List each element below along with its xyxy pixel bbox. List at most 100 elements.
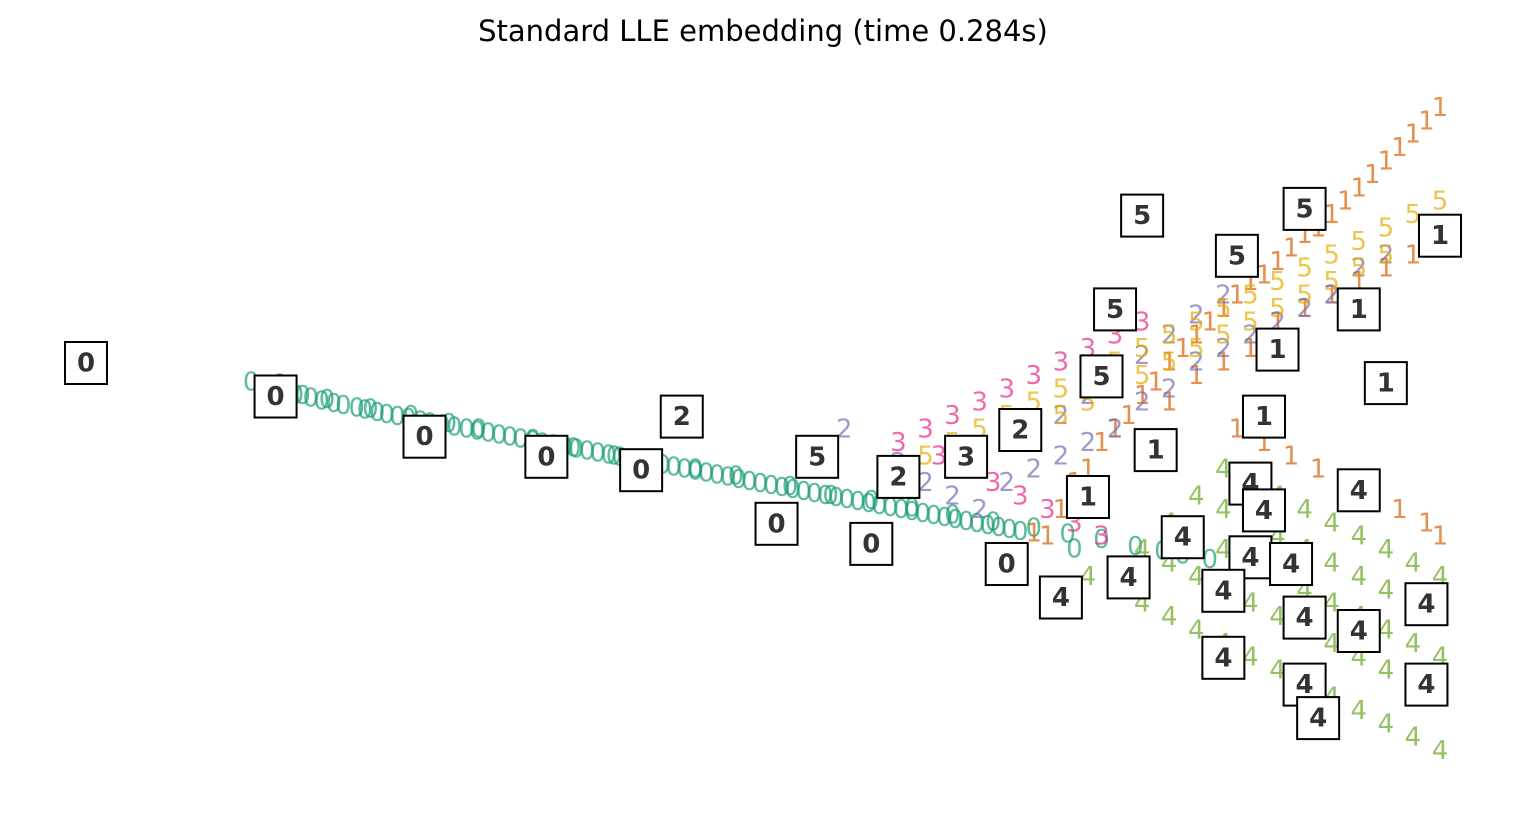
digit-point-0: 0 <box>458 415 475 445</box>
digit-point-2: 2 <box>1350 254 1367 284</box>
digit-point-0: 0 <box>600 441 617 471</box>
thumbnail-frame <box>1418 213 1462 258</box>
digit-point-0: 0 <box>294 381 311 411</box>
thumbnail-digit: 1 <box>1268 335 1286 365</box>
digit-point-0: 0 <box>1001 515 1018 545</box>
thumbnail-frame <box>876 454 921 499</box>
thumbnail-frame <box>1241 394 1286 439</box>
digit-point-0: 0 <box>568 435 585 465</box>
thumbnail-frame <box>795 434 840 479</box>
digit-point-1: 1 <box>1188 361 1205 391</box>
digit-point-0: 0 <box>979 511 996 541</box>
thumbnail-frame <box>1201 635 1246 680</box>
digit-point-0: 0 <box>1026 514 1043 544</box>
digit-point-3: 3 <box>1053 348 1070 378</box>
digit-thumbnail: 1 <box>1133 428 1178 473</box>
digit-point-4: 4 <box>1323 629 1340 659</box>
digit-point-5: 5 <box>1053 401 1070 431</box>
digit-thumbnail: 1 <box>1065 475 1110 519</box>
digit-point-5: 5 <box>1269 267 1286 297</box>
digit-point-0: 0 <box>990 513 1007 543</box>
thumbnail-digit: 4 <box>1214 576 1232 606</box>
digit-point-4: 4 <box>1215 495 1232 525</box>
digit-point-0: 0 <box>860 489 877 519</box>
digit-point-4: 4 <box>1378 535 1395 565</box>
digit-point-4: 4 <box>1378 616 1395 646</box>
thumbnail-digit: 4 <box>1296 670 1314 700</box>
digit-thumbnail: 1 <box>1336 287 1381 332</box>
digit-point-5: 5 <box>1215 321 1232 351</box>
digit-point-1: 1 <box>1174 334 1191 364</box>
thumbnail-digit: 4 <box>1350 617 1368 647</box>
digit-point-0: 0 <box>313 386 330 416</box>
thumbnail-digit: 1 <box>1377 369 1395 399</box>
digit-point-2: 2 <box>1188 301 1205 331</box>
digit-point-0: 0 <box>1202 545 1219 575</box>
digit-point-3: 3 <box>1039 495 1056 525</box>
digit-point-1: 1 <box>1405 120 1422 150</box>
digit-point-5: 5 <box>917 441 934 471</box>
digit-point-0: 0 <box>850 487 867 517</box>
digit-point-2: 2 <box>1215 334 1232 364</box>
digit-thumbnail: 4 <box>1404 662 1449 707</box>
digit-point-1: 1 <box>1391 133 1408 163</box>
digit-point-5: 5 <box>1296 281 1313 311</box>
digit-point-1: 1 <box>1229 415 1246 445</box>
digit-point-0: 0 <box>785 475 802 505</box>
digit-point-2: 2 <box>917 468 934 498</box>
digit-thumbnail: 4 <box>1201 568 1246 613</box>
thumbnail-frame <box>1160 515 1205 560</box>
thumbnail-frame <box>253 374 298 419</box>
digit-point-1: 1 <box>1120 401 1137 431</box>
thumbnail-digit: 4 <box>1309 704 1327 734</box>
digit-point-4: 4 <box>1350 522 1367 552</box>
digit-point-1: 1 <box>1378 147 1395 177</box>
digit-point-4: 4 <box>1405 629 1422 659</box>
digit-point-4: 4 <box>1215 535 1232 565</box>
digit-point-0: 0 <box>319 385 336 415</box>
digit-point-4: 4 <box>1188 616 1205 646</box>
digit-point-0: 0 <box>369 398 386 428</box>
digit-point-0: 0 <box>828 483 845 513</box>
digit-point-0: 0 <box>958 507 975 537</box>
digit-thumbnail: 0 <box>619 448 664 493</box>
digit-point-5: 5 <box>1161 348 1178 378</box>
digit-point-0: 0 <box>822 481 839 511</box>
thumbnail-frame <box>619 448 664 493</box>
digit-point-2: 2 <box>1296 294 1313 324</box>
digit-point-4: 4 <box>1378 709 1395 739</box>
digit-point-4: 4 <box>1161 602 1178 632</box>
digit-point-0: 0 <box>709 461 726 491</box>
digit-point-5: 5 <box>1242 307 1259 337</box>
digit-point-5: 5 <box>1161 321 1178 351</box>
digit-point-1: 1 <box>1350 173 1367 203</box>
digit-point-0: 0 <box>763 471 780 501</box>
digit-point-4: 4 <box>1242 642 1259 672</box>
thumbnail-frame <box>402 414 447 459</box>
digit-thumbnail: 0 <box>64 341 108 385</box>
digit-thumbnail: 0 <box>524 434 569 479</box>
thumbnail-frame <box>1282 186 1327 231</box>
thumbnail-frame <box>1363 361 1408 406</box>
digit-thumbnail: 1 <box>1241 394 1286 439</box>
digit-point-3: 3 <box>890 428 907 458</box>
thumbnail-digit: 0 <box>632 456 650 486</box>
digit-point-0: 0 <box>985 508 1002 538</box>
digit-point-5: 5 <box>1405 200 1422 230</box>
digit-thumbnail: 4 <box>1404 582 1449 627</box>
thumbnail-digit: 4 <box>1214 643 1232 673</box>
thumbnail-digit: 0 <box>767 509 785 539</box>
digit-point-1: 1 <box>1378 254 1395 284</box>
digit-point-0: 0 <box>579 437 596 467</box>
digit-point-1: 1 <box>1405 240 1422 270</box>
digit-point-5: 5 <box>1242 281 1259 311</box>
digit-point-0: 0 <box>817 481 834 511</box>
digit-point-0: 0 <box>357 396 374 426</box>
digit-point-1: 1 <box>1202 307 1219 337</box>
digit-point-4: 4 <box>1242 589 1259 619</box>
digit-point-5: 5 <box>1378 214 1395 244</box>
digit-point-0: 0 <box>698 459 715 489</box>
digit-point-0: 0 <box>470 415 487 445</box>
digit-point-5: 5 <box>1134 334 1151 364</box>
digit-point-3: 3 <box>1012 482 1029 512</box>
